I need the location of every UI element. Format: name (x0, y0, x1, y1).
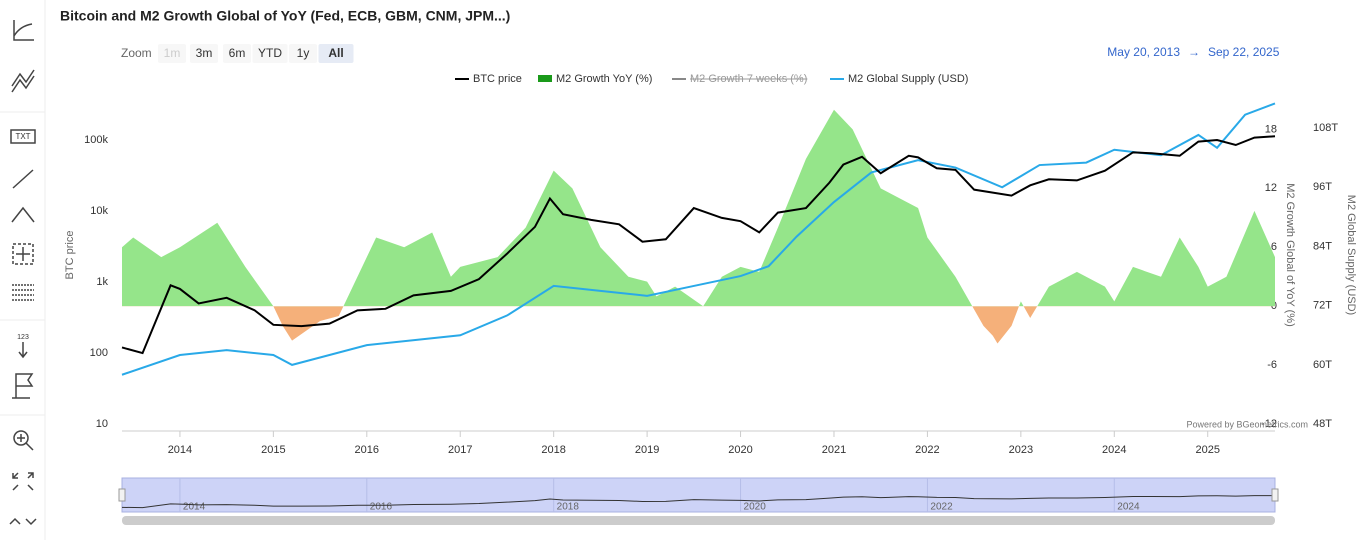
y2-tick-label: -12 (1261, 418, 1277, 430)
tool-indicator[interactable] (13, 20, 34, 41)
zoom-button-label: 3m (196, 46, 213, 60)
zoom-button-label: 1m (164, 46, 181, 60)
y3-tick-label: 96T (1313, 181, 1332, 193)
range-from: May 20, 2013 (1107, 45, 1180, 59)
navigator-tick-label: 2016 (370, 502, 393, 513)
y-tick-label: 1k (96, 276, 108, 288)
navigator-tick-label: 2022 (930, 502, 953, 513)
tool-compare[interactable] (11, 69, 35, 93)
tool-fullscreen[interactable] (12, 472, 34, 491)
y3-axis-title: M2 Global Supply (USD) (1345, 195, 1357, 315)
tool-zoom[interactable] (13, 430, 29, 446)
toolbar-toggle[interactable] (9, 517, 37, 526)
x-tick-label: 2014 (168, 444, 192, 456)
y3-tick-label: 84T (1313, 240, 1332, 252)
y3-tick-label: 48T (1313, 418, 1332, 430)
navigator-line (121, 495, 1276, 509)
zoom-button[interactable] (223, 44, 251, 63)
range-to: Sep 22, 2025 (1208, 45, 1280, 59)
x-tick-label: 2018 (541, 444, 565, 456)
zoom-button[interactable] (190, 44, 218, 63)
chart-title: Bitcoin and M2 Growth Global of YoY (Fed… (60, 8, 510, 24)
tool-label-label: 123 (17, 334, 29, 341)
y2-tick-label: 6 (1271, 241, 1277, 253)
zoom-button[interactable] (289, 44, 317, 63)
tool-label[interactable] (18, 342, 28, 359)
y3-tick-label: 108T (1313, 122, 1338, 134)
line (121, 135, 1276, 355)
navigator-tick-label: 2014 (183, 502, 206, 513)
x-tick-label: 2016 (355, 444, 379, 456)
y-tick-label: 10 (96, 418, 108, 430)
zoom-buttons: 1m 3m 6m YTD 1y All (158, 44, 354, 63)
zoom-button[interactable] (318, 44, 354, 63)
navigator-tick-label: 2024 (1117, 502, 1140, 513)
zoom-button-label: 6m (229, 46, 246, 60)
x-tick-label: 2017 (448, 444, 472, 456)
x-tick-label: 2024 (1102, 444, 1126, 456)
area-negative (273, 306, 1038, 344)
zoom-button[interactable] (252, 44, 288, 63)
legend-label: M2 Growth YoY (%) (556, 73, 652, 85)
x-tick-label: 2019 (635, 444, 659, 456)
x-tick-label: 2020 (728, 444, 752, 456)
y2-axis-title: M2 Growth Global of YoY (%) (1284, 183, 1296, 326)
y3-tick-label: 72T (1313, 300, 1332, 312)
y-axis-title: BTC price (64, 231, 76, 280)
x-tick-label: 2023 (1009, 444, 1033, 456)
tool-text-label: TXT (15, 132, 30, 141)
x-tick-label: 2021 (822, 444, 846, 456)
legend-label: BTC price (473, 73, 522, 85)
x-tick-label: 2015 (261, 444, 285, 456)
credits: Powered by BGeometrics.com (1186, 419, 1308, 429)
range-separator: → (1188, 45, 1200, 59)
navigator-handle[interactable] (1271, 488, 1279, 502)
zoom-label: Zoom (121, 46, 152, 60)
x-tick-label: 2025 (1195, 444, 1219, 456)
navigator-tick-label: 2018 (557, 502, 580, 513)
toolbar: TXT 123 (0, 0, 46, 540)
y2-tick-label: 18 (1265, 123, 1277, 135)
area-positive (122, 109, 1275, 307)
tool-line[interactable] (12, 169, 34, 189)
scrollbar (122, 516, 1275, 525)
navigator-handle[interactable] (118, 488, 126, 502)
legend-label: M2 Global Supply (USD) (848, 73, 968, 85)
tool-flag[interactable] (12, 373, 34, 399)
legend-swatch (538, 75, 552, 82)
navigator-mask (121, 477, 1276, 513)
navigator-tick-label: 2020 (744, 502, 767, 513)
y-tick-label: 100 (90, 347, 108, 359)
tool-text[interactable] (10, 129, 36, 144)
plot: BTC price M2 Growth YoY (%) M2 Growth 7 we… (64, 73, 1357, 525)
y2-tick-label: -6 (1267, 359, 1277, 371)
zoom-button-label: YTD (258, 46, 282, 60)
zoom-button-label: All (328, 46, 343, 60)
y-tick-label: 10k (90, 205, 108, 217)
zoom-button[interactable] (158, 44, 186, 63)
tool-fib[interactable] (12, 284, 34, 301)
zoom-button-label: 1y (297, 46, 310, 60)
y2-tick-label: 12 (1265, 182, 1277, 194)
y3-tick-label: 60T (1313, 359, 1332, 371)
y-tick-label: 100k (84, 134, 108, 146)
x-tick-label: 2022 (915, 444, 939, 456)
tool-crosshair[interactable] (12, 243, 34, 265)
tool-measure[interactable] (11, 206, 35, 223)
